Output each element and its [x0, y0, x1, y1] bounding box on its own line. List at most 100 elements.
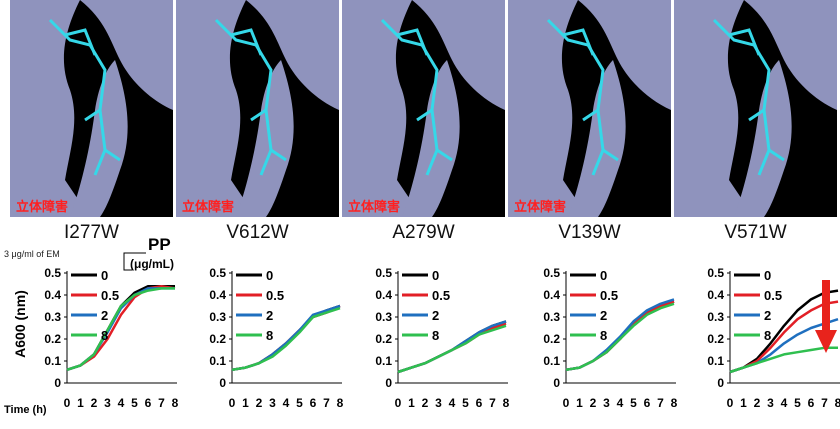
- legend-label: 2: [764, 308, 771, 323]
- series-line: [66, 284, 175, 371]
- x-tick-label: 4: [283, 396, 290, 410]
- x-tick-label: 2: [256, 396, 263, 410]
- x-tick-label: 6: [476, 396, 483, 410]
- structure-image: 立体障害: [176, 0, 339, 217]
- x-tick-label: 4: [781, 396, 788, 410]
- x-tick-label: 8: [835, 396, 840, 410]
- legend-label: 0.5: [101, 288, 119, 303]
- series-line: [66, 287, 175, 371]
- y-tick-label: 0.1: [44, 354, 61, 368]
- x-tick-label: 8: [337, 396, 344, 410]
- down-arrow-icon: [822, 280, 830, 330]
- x-tick-label: 6: [644, 396, 651, 410]
- y-tick-label: 0.1: [209, 354, 226, 368]
- y-tick-label: 0.4: [44, 288, 61, 302]
- series-line: [231, 307, 341, 372]
- legend-label: 2: [600, 308, 607, 323]
- y-tick-label: 0.2: [543, 332, 560, 346]
- y-tick-label: 0.4: [209, 288, 226, 302]
- y-tick-label: 0: [54, 376, 61, 390]
- x-tick-label: 3: [269, 396, 276, 410]
- series-line: [397, 324, 507, 374]
- x-tick-label: 0: [64, 396, 71, 410]
- structure-image: 立体障害: [10, 0, 173, 217]
- mutant-label: V612W: [226, 222, 289, 243]
- x-tick-label: 1: [740, 396, 747, 410]
- legend-bracket: [123, 252, 146, 271]
- x-tick-label: 2: [422, 396, 429, 410]
- x-tick-label: 8: [172, 396, 179, 410]
- legend-label: 2: [101, 308, 108, 323]
- x-tick-label: 6: [310, 396, 317, 410]
- x-tick-label: 5: [462, 396, 469, 410]
- y-tick-label: 0: [553, 376, 560, 390]
- x-tick-label: 1: [77, 396, 84, 410]
- mutant-label: I277W: [64, 222, 119, 243]
- x-tick-label: 8: [503, 396, 510, 410]
- legend-label: 0.5: [764, 288, 782, 303]
- chart-panel: 00.10.20.30.40.50 1 2 3 4 5 6 7 800.528: [375, 266, 509, 410]
- x-tick-label: 6: [145, 396, 152, 410]
- x-tick-label: 4: [449, 396, 456, 410]
- y-tick-label: 0.1: [707, 354, 724, 368]
- series-line: [729, 346, 838, 374]
- mutant-label: V139W: [558, 222, 621, 243]
- x-tick-label: 7: [158, 396, 165, 410]
- legend-label: 0.5: [266, 288, 284, 303]
- x-tick-label: 0: [563, 396, 570, 410]
- steric-hindrance-label: 立体障害: [348, 200, 401, 215]
- y-tick-label: 0.2: [375, 332, 392, 346]
- x-tick-label: 5: [296, 396, 303, 410]
- x-tick-label: 5: [131, 396, 138, 410]
- y-tick-label: 0.3: [543, 310, 560, 324]
- legend-label: 0: [266, 268, 273, 283]
- structure-image: 立体障害: [508, 0, 671, 217]
- y-tick-label: 0.5: [209, 266, 226, 280]
- structure-image: [674, 0, 837, 217]
- steric-hindrance-label: 立体障害: [182, 200, 235, 215]
- y-tick-label: 0: [385, 376, 392, 390]
- x-tick-label: 3: [104, 396, 111, 410]
- x-tick-label: 0: [229, 396, 236, 410]
- y-tick-label: 0.4: [375, 288, 392, 302]
- x-tick-label: 3: [603, 396, 610, 410]
- y-tick-label: 0.5: [375, 266, 392, 280]
- x-tick-label: 7: [323, 396, 330, 410]
- legend-label: 8: [101, 328, 108, 343]
- y-tick-label: 0.4: [707, 288, 724, 302]
- y-tick-label: 0.4: [543, 288, 560, 302]
- legend-label: 0: [101, 268, 108, 283]
- legend-label: 2: [266, 308, 273, 323]
- x-tick-label: 0: [395, 396, 402, 410]
- em-concentration-label: 3 μg/ml of EM: [4, 249, 60, 259]
- mutant-label: V571W: [724, 222, 787, 243]
- x-tick-label: 7: [657, 396, 664, 410]
- y-tick-label: 0.3: [44, 310, 61, 324]
- y-tick-label: 0.2: [44, 332, 61, 346]
- x-tick-label: 1: [408, 396, 415, 410]
- x-tick-label: 2: [590, 396, 597, 410]
- y-tick-label: 0.2: [209, 332, 226, 346]
- legend-label: 8: [764, 328, 771, 343]
- chart-panel: 00.10.20.30.40.50 1 2 3 4 5 6 7 800.528: [543, 266, 677, 410]
- legend-label: 0: [600, 268, 607, 283]
- x-tick-label: 4: [118, 396, 125, 410]
- series-line: [66, 287, 175, 371]
- legend-label: 2: [432, 308, 439, 323]
- y-tick-label: 0.5: [707, 266, 724, 280]
- legend-unit: (μg/mL): [130, 257, 174, 271]
- down-arrow-head-icon: [815, 330, 837, 353]
- structure-image: 立体障害: [342, 0, 505, 217]
- x-tick-label: 2: [754, 396, 761, 410]
- steric-hindrance-label: 立体障害: [514, 200, 567, 215]
- steric-hindrance-label: 立体障害: [16, 200, 69, 215]
- y-tick-label: 0.5: [543, 266, 560, 280]
- legend-label: 8: [432, 328, 439, 343]
- legend-label: 0: [432, 268, 439, 283]
- legend-title: PP: [148, 235, 171, 254]
- y-tick-label: 0: [717, 376, 724, 390]
- x-tick-label: 3: [435, 396, 442, 410]
- y-tick-label: 0.3: [209, 310, 226, 324]
- y-tick-label: 0: [219, 376, 226, 390]
